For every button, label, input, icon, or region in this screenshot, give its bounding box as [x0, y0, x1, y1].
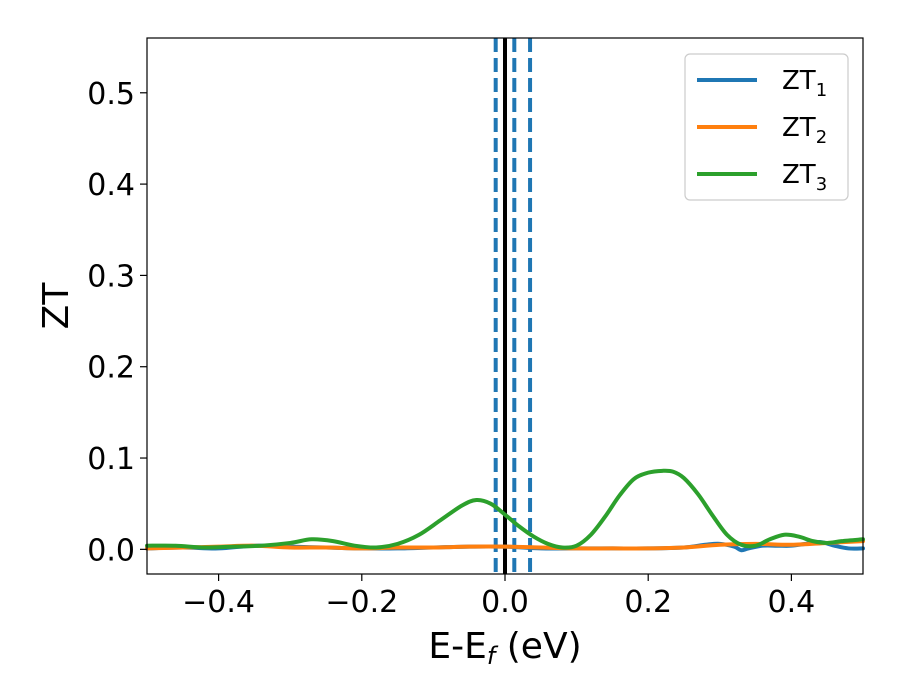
x-tick-label: −0.2 [325, 585, 398, 620]
y-axis-ticks: 0.0 0.1 0.2 0.3 0.4 0.5 [87, 77, 147, 568]
legend-label-zt3: ZT3 [782, 160, 827, 195]
legend-box [684, 53, 849, 201]
x-tick-label: 0.4 [768, 585, 816, 620]
y-tick-label: 0.1 [87, 442, 135, 477]
x-tick-label: −0.4 [182, 585, 255, 620]
y-tick-label: 0.2 [87, 351, 135, 386]
legend-label-zt1: ZT1 [782, 66, 827, 101]
series-lines [145, 468, 865, 553]
y-axis-label: ZT [36, 282, 77, 330]
legend-label-zt2: ZT2 [782, 113, 827, 148]
series-line-zt3 [145, 468, 865, 550]
y-tick-label: 0.3 [87, 259, 135, 294]
x-tick-label: 0.2 [624, 585, 672, 620]
vertical-reference-lines [493, 38, 533, 574]
x-axis-ticks: −0.4 −0.2 0.0 0.2 0.4 [182, 574, 815, 620]
y-tick-label: 0.4 [87, 168, 135, 203]
y-tick-label: 0.5 [87, 77, 135, 112]
x-axis-label: E-Ef (eV) [428, 626, 581, 670]
y-tick-label: 0.0 [87, 533, 135, 568]
legend: ZT1 ZT2 ZT3 [684, 53, 849, 201]
x-tick-label: 0.0 [481, 585, 529, 620]
